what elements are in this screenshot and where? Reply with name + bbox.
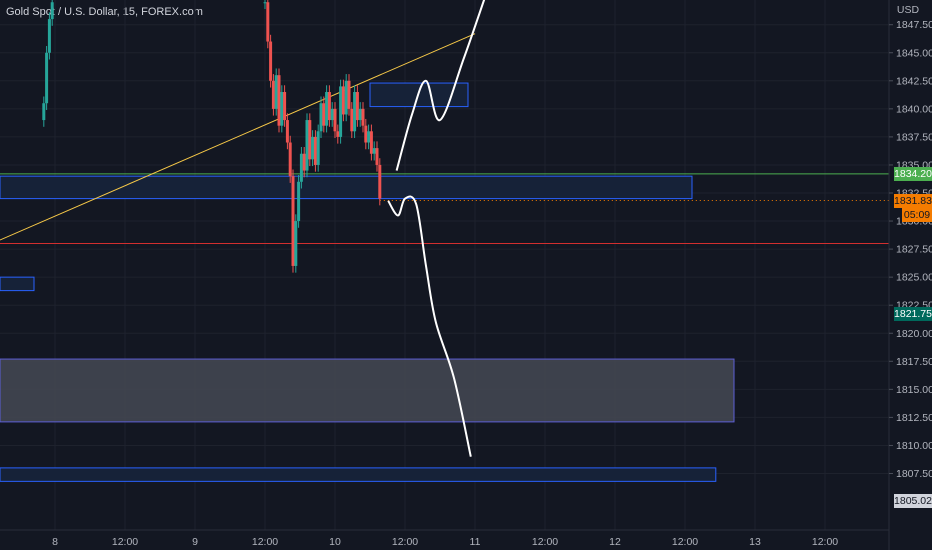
candle-body — [299, 153, 303, 182]
projection-up-path — [395, 0, 486, 171]
trendline — [0, 33, 476, 241]
price-badge: 1805.02 — [894, 494, 932, 509]
grid — [0, 0, 889, 530]
time-axis-bg — [0, 530, 932, 550]
candle-body — [305, 120, 309, 171]
horizontal-lines — [0, 173, 889, 244]
candle-body — [319, 103, 323, 132]
candle-body — [325, 92, 329, 126]
candle-body — [369, 131, 373, 154]
x-tick-label: 12:00 — [252, 536, 278, 548]
candle-body — [274, 75, 278, 109]
candle-body — [269, 41, 273, 81]
y-tick-label: 1825.00 — [896, 272, 932, 284]
x-tick-label: 12:00 — [112, 536, 138, 548]
y-tick-label: 1837.50 — [896, 131, 932, 143]
y-tick-label: 1840.00 — [896, 103, 932, 115]
y-tick-label: 1815.00 — [896, 384, 932, 396]
x-tick-label: 10 — [329, 536, 341, 548]
x-tick-label: 8 — [52, 536, 58, 548]
candle-body — [308, 120, 312, 160]
x-tick-label: 12:00 — [812, 536, 838, 548]
price-badge: 1831.83 — [894, 193, 932, 208]
candle-body — [330, 108, 334, 121]
candle-body — [288, 142, 292, 177]
candle-body — [339, 86, 343, 137]
candle-body — [378, 164, 382, 199]
y-tick-label: 1812.50 — [896, 412, 932, 424]
yellow-trendline — [0, 33, 476, 241]
candle-body — [353, 92, 357, 132]
candle-body — [263, 2, 267, 4]
y-tick-label: 1807.50 — [896, 468, 932, 480]
candle-body — [302, 153, 306, 171]
candle-body — [336, 131, 340, 137]
y-tick-label: 1845.00 — [896, 47, 932, 59]
candle-body — [350, 108, 354, 132]
candle-body — [42, 103, 46, 121]
blue-zone — [0, 276, 35, 292]
candle-body — [311, 136, 315, 160]
price-axis-bg — [889, 0, 932, 550]
x-tick-label: 12:00 — [672, 536, 698, 548]
x-tick-label: 12:00 — [392, 536, 418, 548]
y-tick-label: 1827.50 — [896, 244, 932, 256]
y-tick-label: 1847.50 — [896, 19, 932, 31]
candle-body — [47, 19, 51, 53]
candle-body — [327, 92, 331, 121]
candle-body — [280, 92, 284, 126]
projection-down-path — [387, 195, 472, 457]
x-tick-label: 12 — [609, 536, 621, 548]
y-tick-label: 1820.00 — [896, 328, 932, 340]
candle-body — [367, 131, 371, 143]
blue-zone — [0, 467, 717, 482]
price-badge: 05:09 — [902, 207, 932, 222]
candle-body — [364, 125, 368, 143]
candle-body — [375, 148, 379, 165]
candle-body — [291, 176, 295, 266]
candle-body — [271, 80, 275, 109]
candle-body — [347, 80, 351, 109]
gray-zone — [0, 358, 735, 423]
x-tick-label: 12:00 — [532, 536, 558, 548]
candle-body — [294, 221, 298, 266]
candle-body — [285, 120, 289, 143]
x-tick-label: 11 — [470, 536, 481, 548]
candle-body — [277, 75, 281, 126]
candle-body — [372, 148, 376, 154]
price-badge: 1834.20 — [894, 166, 932, 181]
candle-body — [297, 181, 301, 222]
price-candles — [42, 0, 382, 273]
candle-body — [358, 108, 362, 121]
candle-body — [333, 108, 337, 132]
x-tick-label: 9 — [192, 536, 198, 548]
zones — [0, 82, 735, 482]
x-tick-label: 13 — [749, 536, 761, 548]
price-badge: 1821.75 — [894, 306, 932, 321]
candle-body — [344, 80, 348, 115]
currency-label: USD — [897, 4, 920, 16]
y-tick-label: 1817.50 — [896, 356, 932, 368]
candle-body — [313, 136, 317, 165]
projection-paths — [387, 0, 486, 457]
y-tick-label: 1810.00 — [896, 440, 932, 452]
candle-body — [355, 92, 359, 121]
candle-body — [266, 2, 270, 42]
candle-body — [283, 92, 287, 121]
blue-zone — [0, 175, 693, 200]
candle-body — [316, 131, 320, 165]
candle-body — [361, 108, 365, 126]
y-tick-label: 1842.50 — [896, 75, 932, 87]
candle-body — [45, 52, 49, 104]
candle-body — [50, 2, 54, 20]
candle-body — [322, 103, 326, 126]
candle-body — [341, 86, 345, 115]
